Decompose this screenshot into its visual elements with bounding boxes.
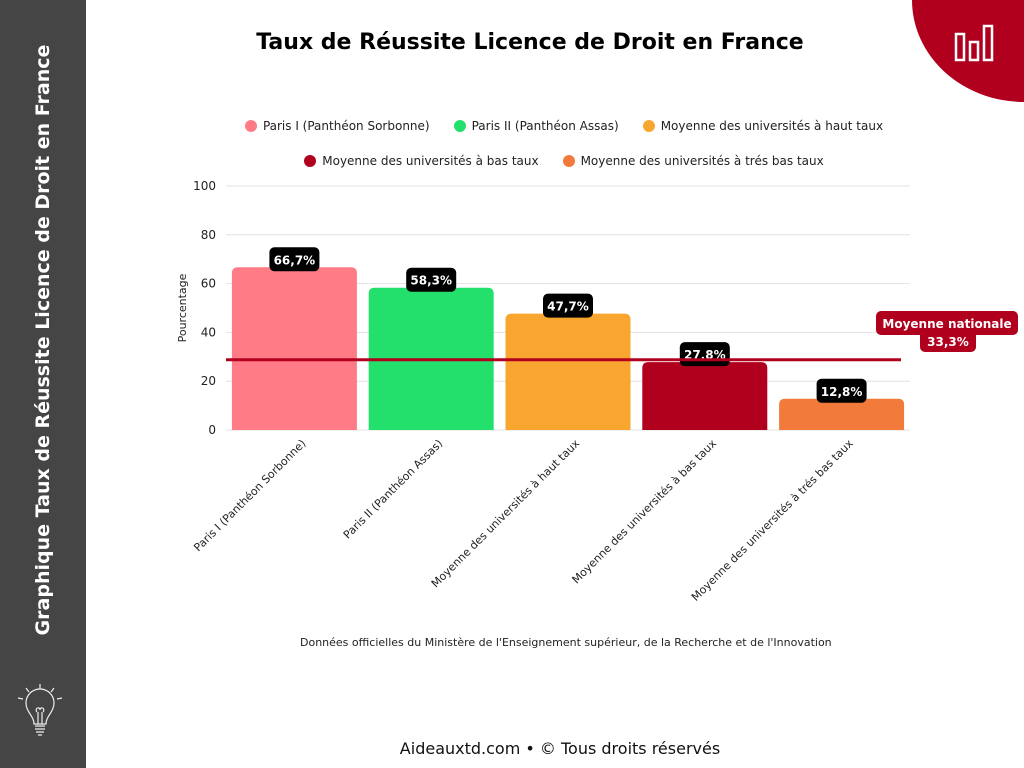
y-axis-label: Pourcentage <box>176 273 189 342</box>
y-tick-label: 20 <box>201 374 216 388</box>
legend-item[interactable]: Paris II (Panthéon Assas) <box>453 119 619 133</box>
chart-title: Taux de Réussite Licence de Droit en Fra… <box>256 30 804 55</box>
bar <box>779 398 905 430</box>
legend-swatch <box>642 120 655 132</box>
data-label: 66,7% <box>274 253 316 267</box>
legend-row-2: Moyenne des universités à bas taux Moyen… <box>104 154 1024 168</box>
data-label: 12,8% <box>821 385 863 399</box>
reference-label-box <box>876 311 1018 335</box>
legend-label: Moyenne des universités à trés bas taux <box>580 154 824 168</box>
source-note: Données officielles du Ministère de l'En… <box>300 636 832 649</box>
legend-row-1: Paris I (Panthéon Sorbonne) Paris II (Pa… <box>104 119 1024 133</box>
legend-label: Paris II (Panthéon Assas) <box>471 119 619 133</box>
legend-item[interactable]: Moyenne des universités à trés bas taux <box>562 154 824 168</box>
data-label: 58,3% <box>410 274 452 288</box>
x-tick-label: Paris II (Panthéon Assas) <box>341 437 446 542</box>
data-label-box <box>816 378 867 403</box>
footer: Aideauxtd.com • © Tous droits réservés <box>399 739 721 758</box>
y-tick-label: 100 <box>193 179 216 193</box>
bar <box>231 267 357 430</box>
x-tick-label: Moyenne des universités à trés bas taux <box>689 437 856 604</box>
data-label: 47,7% <box>547 300 589 314</box>
bar <box>505 313 631 430</box>
legend-label: Moyenne des universités à haut taux <box>660 119 884 133</box>
reference-value-box <box>920 330 976 352</box>
y-tick-label: 40 <box>201 325 216 339</box>
y-tick-label: 0 <box>208 423 216 437</box>
data-label-box <box>406 267 457 292</box>
legend-swatch <box>304 155 317 167</box>
x-tick-label: Paris I (Panthéon Sorbonne) <box>191 437 308 554</box>
bar <box>642 362 768 430</box>
y-tick-label: 80 <box>201 228 216 242</box>
x-tick-label: Moyenne des universités à bas taux <box>570 437 720 587</box>
sidebar: Graphique Taux de Réussite Licence de Dr… <box>0 0 86 768</box>
reference-label: Moyenne nationale <box>882 317 1011 331</box>
reference-value: 33,3% <box>927 335 969 349</box>
y-tick-label: 60 <box>201 277 216 291</box>
x-tick-label: Moyenne des universités à haut taux <box>429 437 583 591</box>
legend-item[interactable]: Paris I (Panthéon Sorbonne) <box>244 119 430 133</box>
bar-chart-icon <box>954 24 994 62</box>
legend-swatch <box>244 120 257 132</box>
legend-swatch <box>453 120 466 132</box>
data-label-box <box>269 247 320 272</box>
data-label-box <box>543 293 593 318</box>
legend-item[interactable]: Moyenne des universités à haut taux <box>642 119 884 133</box>
lightbulb-icon <box>17 684 63 736</box>
legend-swatch <box>562 155 575 167</box>
legend-label: Moyenne des universités à bas taux <box>322 154 539 168</box>
legend-item[interactable]: Moyenne des universités à bas taux <box>304 154 539 168</box>
legend-label: Paris I (Panthéon Sorbonne) <box>262 119 430 133</box>
